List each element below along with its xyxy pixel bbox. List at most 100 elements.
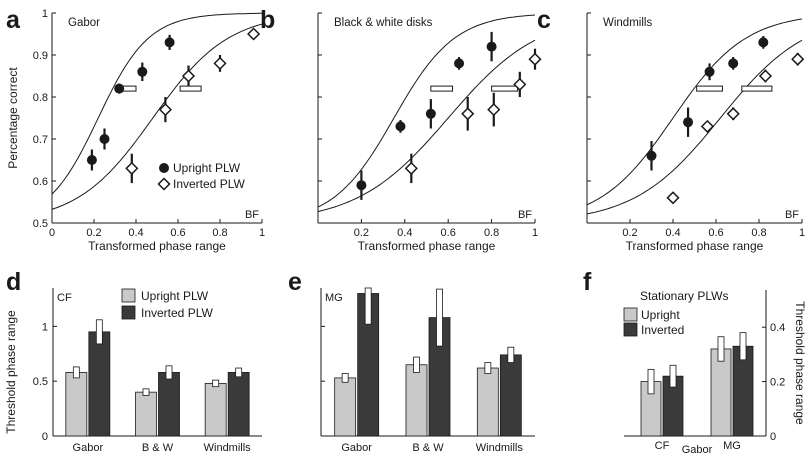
y-tick-label: 0.5 xyxy=(33,376,48,388)
error-bar xyxy=(341,373,349,383)
error-bar xyxy=(717,336,725,362)
panel-label-e: e xyxy=(288,268,302,296)
data-point-inverted xyxy=(181,69,196,83)
data-point-inverted xyxy=(404,161,418,175)
panel-f-stationary-plws: 0 0.2 0.4 Threshold phase range Stationary P… xyxy=(623,289,806,456)
observer-label: CF xyxy=(57,292,72,304)
legend-marker-inverted xyxy=(157,177,171,191)
panel-title: Windmills xyxy=(603,17,652,29)
legend-swatch-inverted xyxy=(121,305,136,320)
x-tick-label: 0.8 xyxy=(751,227,766,239)
legend-label-inverted: Inverted xyxy=(641,323,684,337)
fit-curve-upright xyxy=(317,14,536,208)
panel-label-c: c xyxy=(537,6,551,34)
threshold-bar-inverted xyxy=(491,85,519,92)
panel-label-a: a xyxy=(6,6,21,34)
x-tick-label: 1 xyxy=(259,227,265,239)
x-axis-label: Transformed phase range xyxy=(626,239,764,253)
category-label: Gabor xyxy=(73,442,104,454)
legend-marker-upright xyxy=(159,163,169,173)
category-label: Gabor xyxy=(341,442,372,454)
category-label: Windmills xyxy=(204,442,252,454)
data-point-inverted xyxy=(158,103,172,117)
data-point-inverted xyxy=(700,119,714,133)
fit-curve-upright xyxy=(586,18,803,206)
legend-label-upright: Upright PLW xyxy=(173,161,241,175)
y-axis-label: Threshold phase range xyxy=(4,310,18,434)
x-tick-label: 0.4 xyxy=(397,227,412,239)
legend-label-inverted: Inverted PLW xyxy=(141,306,213,320)
panel-e-threshold-mg: MG Gabor B & W Windmills xyxy=(320,287,535,454)
y-tick-label: 1 xyxy=(42,8,48,20)
error-bar xyxy=(739,332,747,361)
x-tick-label: 0.8 xyxy=(484,227,499,239)
x-tick-label: 1 xyxy=(799,227,805,239)
x-tick-label: 0.6 xyxy=(708,227,723,239)
error-bar xyxy=(647,368,655,395)
error-bar xyxy=(484,362,492,374)
x-tick-label: 0.2 xyxy=(86,227,101,239)
panel-title: Black & white disks xyxy=(334,17,433,29)
bar-upright xyxy=(65,372,88,437)
bar-inverted xyxy=(88,331,111,437)
category-label: Windmills xyxy=(476,442,524,454)
fit-curve-inverted xyxy=(586,39,803,215)
threshold-bar-upright xyxy=(696,85,723,92)
x-tick-label: 0.4 xyxy=(128,227,143,239)
bar-inverted xyxy=(227,372,250,437)
y-tick-label: 0.2 xyxy=(770,377,785,389)
data-point-upright xyxy=(758,37,769,48)
data-point-inverted xyxy=(461,107,475,121)
error-bar xyxy=(669,364,677,388)
bar-upright xyxy=(405,364,428,437)
bar-inverted xyxy=(499,354,522,437)
data-point-inverted xyxy=(213,56,227,70)
x-tick-label: 0 xyxy=(49,227,55,239)
panel-title: Gabor xyxy=(68,17,100,29)
observer-label: MG xyxy=(325,292,343,304)
legend-swatch-upright xyxy=(623,307,638,322)
threshold-bar-inverted xyxy=(741,85,773,92)
error-bar xyxy=(507,346,515,363)
group-label: Gabor xyxy=(682,444,713,456)
y-tick-label: 0.6 xyxy=(33,176,48,188)
data-point-inverted xyxy=(758,69,773,83)
y-tick-label: 0.9 xyxy=(33,50,48,62)
x-axis-label: Transformed phase range xyxy=(88,239,226,253)
x-tick-label: 0.6 xyxy=(170,227,185,239)
fit-curve-upright xyxy=(51,12,262,195)
data-point-upright xyxy=(646,150,657,161)
data-point-upright xyxy=(99,134,110,144)
error-bar xyxy=(364,287,372,325)
y-tick-label: 0.7 xyxy=(33,134,48,146)
category-label: CF xyxy=(655,440,670,452)
data-point-upright xyxy=(486,41,497,52)
data-point-upright xyxy=(683,117,694,128)
y-tick-label: 1 xyxy=(42,321,48,333)
bar-upright xyxy=(204,382,227,437)
error-bar xyxy=(95,319,103,345)
x-tick-label: 0.2 xyxy=(622,227,637,239)
panel-b-black-white-disks: 0.2 0.4 0.6 0.8 1 Transformed phase range Blac… xyxy=(317,12,542,253)
fit-curve-inverted xyxy=(317,39,536,213)
y-axis-label: Threshold phase range xyxy=(793,301,806,425)
x-axis-label: Transformed phase range xyxy=(358,239,496,253)
data-point-inverted xyxy=(791,52,805,66)
panel-d-threshold-cf: 0 0.5 1 Threshold phase range CF Gabor B & W Wi… xyxy=(4,288,262,454)
y-tick-label: 0.4 xyxy=(770,322,785,334)
y-axis-label: Percentage correct xyxy=(6,67,20,169)
data-point-inverted xyxy=(528,52,542,66)
category-label: B & W xyxy=(142,442,174,454)
panel-c-windmills: 0.2 0.4 0.6 0.8 1 Transformed phase range Wind… xyxy=(586,12,805,253)
x-tick-label: 0.8 xyxy=(212,227,227,239)
panel-label-b: b xyxy=(260,6,275,34)
panel-title: Stationary PLWs xyxy=(640,289,728,303)
legend-label-upright: Upright PLW xyxy=(141,289,209,303)
y-tick-label: 0.5 xyxy=(33,218,48,230)
data-point-upright xyxy=(454,58,465,69)
error-bar xyxy=(413,356,420,373)
y-tick-label: 0 xyxy=(42,431,48,443)
panel-a-gabor: 0 0.2 0.4 0.6 0.8 1 0.5 0.6 0.7 0.8 0.9 1 Transforme… xyxy=(6,8,265,253)
bar-upright xyxy=(710,348,732,437)
